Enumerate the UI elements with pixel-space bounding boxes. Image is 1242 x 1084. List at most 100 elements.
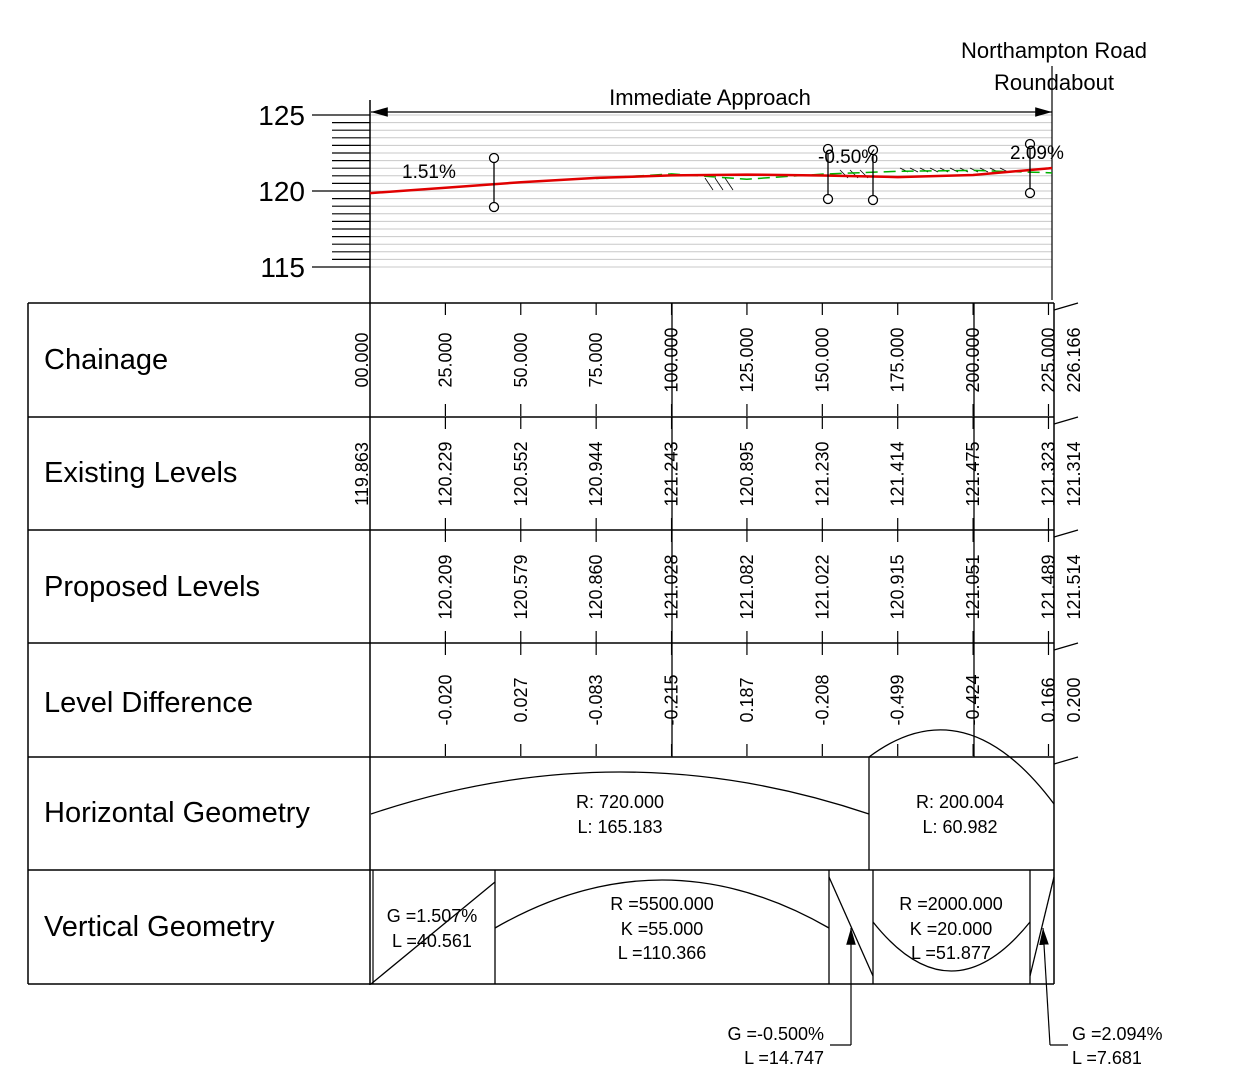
level-difference-value: 0.027 <box>511 677 531 722</box>
ip-marker <box>488 152 500 213</box>
proposed-level-value: 120.915 <box>888 554 908 619</box>
level-difference-value: -0.215 <box>662 674 682 725</box>
existing-level-value: 120.229 <box>435 441 455 506</box>
y-minor-ticks <box>332 121 370 260</box>
chainage-value: 50.000 <box>511 332 531 387</box>
row-label-proposed: Proposed Levels <box>44 571 260 603</box>
proposed-level-value: 121.514 <box>1064 554 1084 619</box>
row-label-vertical: Vertical Geometry <box>44 911 275 943</box>
vertical-sag-arc <box>872 921 1031 972</box>
vertical-radius-label: R =5500.000 <box>610 894 714 914</box>
row-label-difference: Level Difference <box>44 687 253 719</box>
vertical-k-label: K =55.000 <box>621 919 704 939</box>
existing-level-value: 120.944 <box>586 441 606 506</box>
cut-fill-hatching <box>704 167 1009 191</box>
proposed-level-value: 121.489 <box>1039 554 1059 619</box>
horizontal-radius-label: R: 720.000 <box>576 792 664 812</box>
roundabout-label-line2: Roundabout <box>994 70 1114 95</box>
existing-level-value: 121.323 <box>1039 441 1059 506</box>
vertical-k-label: K =20.000 <box>910 919 993 939</box>
table-values: 00.000 119.863 25.000 120.229 120.209 -0.020 5… <box>352 303 1084 756</box>
proposed-level-value: 120.860 <box>586 554 606 619</box>
level-difference-value: -0.083 <box>586 674 606 725</box>
existing-level-value: 121.230 <box>812 441 832 506</box>
roundabout-label-line1: Northampton Road <box>961 38 1147 63</box>
leader-line <box>1039 927 1051 1046</box>
level-difference-value: -0.499 <box>888 674 908 725</box>
level-difference-value: -0.020 <box>435 674 455 725</box>
horizontal-curve-arc <box>370 771 870 815</box>
vertical-grade-label: G =-0.500% <box>727 1024 824 1044</box>
grade-label: 1.51% <box>402 162 456 183</box>
proposed-level-line <box>369 166 1053 195</box>
existing-level-value: 121.414 <box>888 441 908 506</box>
hatch-mark <box>704 177 714 191</box>
proposed-level-value: 121.022 <box>812 554 832 619</box>
y-tick-label: 115 <box>260 252 305 283</box>
vertical-length-label: L =51.877 <box>911 943 991 963</box>
ip-markers <box>488 138 1036 213</box>
existing-level-value: 120.552 <box>511 441 531 506</box>
hatch-mark <box>724 177 734 191</box>
existing-ground-line <box>596 169 1053 180</box>
horizontal-radius-label: R: 200.004 <box>916 792 1004 812</box>
vertical-radius-label: R =2000.000 <box>899 894 1003 914</box>
proposed-level-value: 120.209 <box>435 554 455 619</box>
existing-level-value: 121.475 <box>963 441 983 506</box>
proposed-level-value: 120.579 <box>511 554 531 619</box>
chainage-value: 100.000 <box>662 327 682 392</box>
horizontal-curve-arc <box>868 729 1055 805</box>
chainage-value: 75.000 <box>586 332 606 387</box>
chainage-value: 226.166 <box>1064 327 1084 392</box>
vertical-length-label: L =7.681 <box>1072 1048 1142 1068</box>
hatch-mark <box>929 167 939 173</box>
vertical-crest-arc <box>494 879 830 929</box>
vertical-grade-diagonal <box>828 876 874 977</box>
level-difference-value: -0.424 <box>963 674 983 725</box>
row-label-chainage: Chainage <box>44 344 168 376</box>
existing-level-value: 121.314 <box>1064 441 1084 506</box>
chainage-value: 225.000 <box>1039 327 1059 392</box>
ip-marker <box>822 143 834 205</box>
vertical-length-label: L =40.561 <box>392 931 472 951</box>
hatch-mark <box>909 167 919 173</box>
proposed-level-value: 121.028 <box>662 554 682 619</box>
chainage-value: 25.000 <box>435 332 455 387</box>
ip-marker <box>867 144 879 206</box>
y-tick-label: 120 <box>258 176 305 207</box>
level-difference-value: -0.208 <box>812 674 832 725</box>
horizontal-length-label: L: 165.183 <box>577 817 662 837</box>
approach-label: Immediate Approach <box>609 85 811 110</box>
row-label-horizontal: Horizontal Geometry <box>44 797 310 829</box>
chainage-value: 175.000 <box>888 327 908 392</box>
vertical-grade-diagonal <box>370 881 496 985</box>
data-table: Chainage Existing Levels Proposed Levels… <box>27 302 1163 1068</box>
horizontal-length-label: L: 60.982 <box>922 817 997 837</box>
ip-marker <box>1024 138 1036 199</box>
chainage-value: 125.000 <box>737 327 757 392</box>
vertical-grade-label: G =2.094% <box>1072 1024 1163 1044</box>
y-axis: 125 120 115 <box>258 100 370 283</box>
vertical-grade-diagonal <box>1029 876 1055 977</box>
grade-label: 2.09% <box>1010 143 1064 164</box>
vertical-grade-label: G =1.507% <box>387 906 478 926</box>
level-difference-value: 0.200 <box>1064 677 1084 722</box>
grade-label: -0.50% <box>818 147 878 168</box>
level-difference-value: 0.187 <box>737 677 757 722</box>
hatch-mark <box>714 177 724 191</box>
y-tick-label: 125 <box>258 100 305 131</box>
vertical-length-label: L =14.747 <box>744 1048 824 1068</box>
row-label-existing: Existing Levels <box>44 457 237 489</box>
vertical-length-label: L =110.366 <box>618 943 707 963</box>
existing-level-value: 120.895 <box>737 441 757 506</box>
level-difference-value: 0.166 <box>1039 677 1059 722</box>
profile-grid <box>370 114 1052 268</box>
chainage-value: 00.000 <box>352 332 372 387</box>
chainage-value: 200.000 <box>963 327 983 392</box>
proposed-level-value: 121.051 <box>963 554 983 619</box>
chainage-value: 150.000 <box>812 327 832 392</box>
proposed-level-value: 121.082 <box>737 554 757 619</box>
existing-level-value: 121.243 <box>662 441 682 506</box>
